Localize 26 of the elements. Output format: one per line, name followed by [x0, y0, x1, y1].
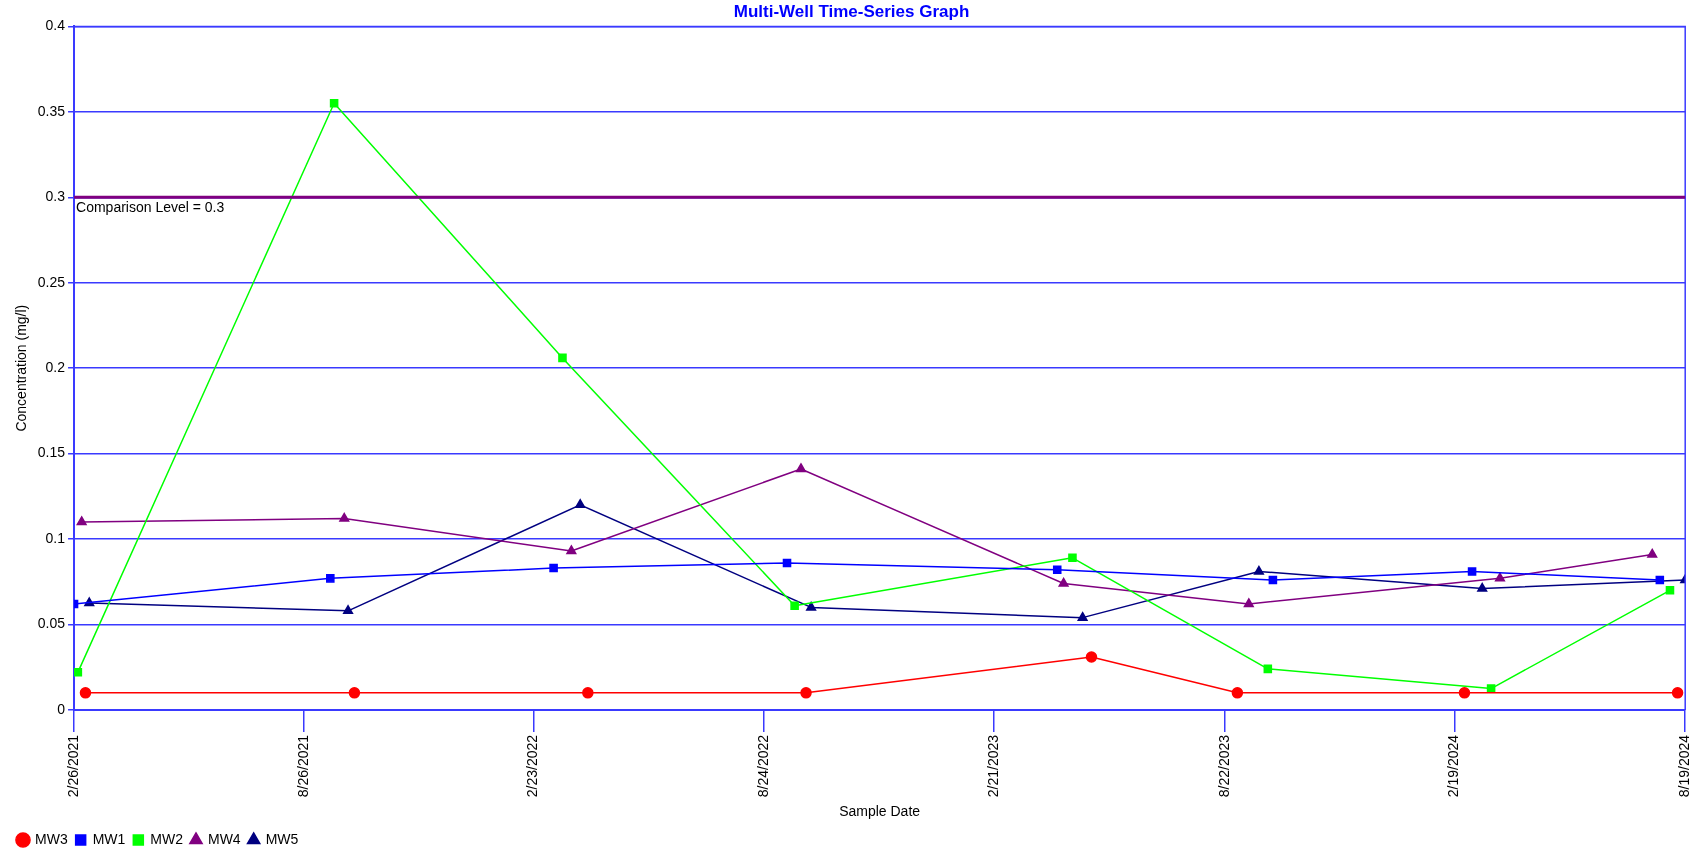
ref-line-label: Comparison Level = 0.3	[76, 199, 225, 216]
x-tick-label: 2/19/2024	[1445, 734, 1462, 798]
x-tick-label: 8/26/2021	[294, 734, 311, 798]
legend-label: MW3	[35, 830, 68, 847]
y-tick-label: 0.15	[37, 444, 66, 461]
y-tick-label: 0.2	[45, 359, 66, 376]
legend-label: MW1	[92, 830, 126, 847]
x-tick-label: 8/24/2022	[755, 734, 772, 798]
y-tick-label: 0.35	[37, 102, 66, 119]
legend-label: MW5	[265, 830, 299, 847]
x-tick-label: 2/21/2023	[984, 734, 1001, 798]
y-tick-label: 0.1	[45, 529, 66, 546]
y-axis-title: Concentration (mg/l)	[13, 304, 30, 432]
x-tick-label: 8/19/2024	[1676, 734, 1693, 798]
x-tick-label: 8/22/2023	[1215, 734, 1232, 798]
chart-title: Multi-Well Time-Series Graph	[733, 1, 970, 21]
y-tick-label: 0.3	[45, 188, 66, 205]
legend-label: MW2	[150, 830, 184, 847]
x-axis-title: Sample Date	[839, 803, 921, 820]
y-tick-label: 0.25	[37, 273, 66, 290]
y-tick-label: 0.05	[37, 615, 66, 632]
x-tick-label: 2/23/2022	[524, 734, 541, 798]
legend-label: MW4	[207, 830, 241, 847]
x-tick-label: 2/26/2021	[64, 734, 81, 798]
y-tick-label: 0	[57, 700, 66, 717]
y-tick-label: 0.4	[45, 17, 66, 34]
